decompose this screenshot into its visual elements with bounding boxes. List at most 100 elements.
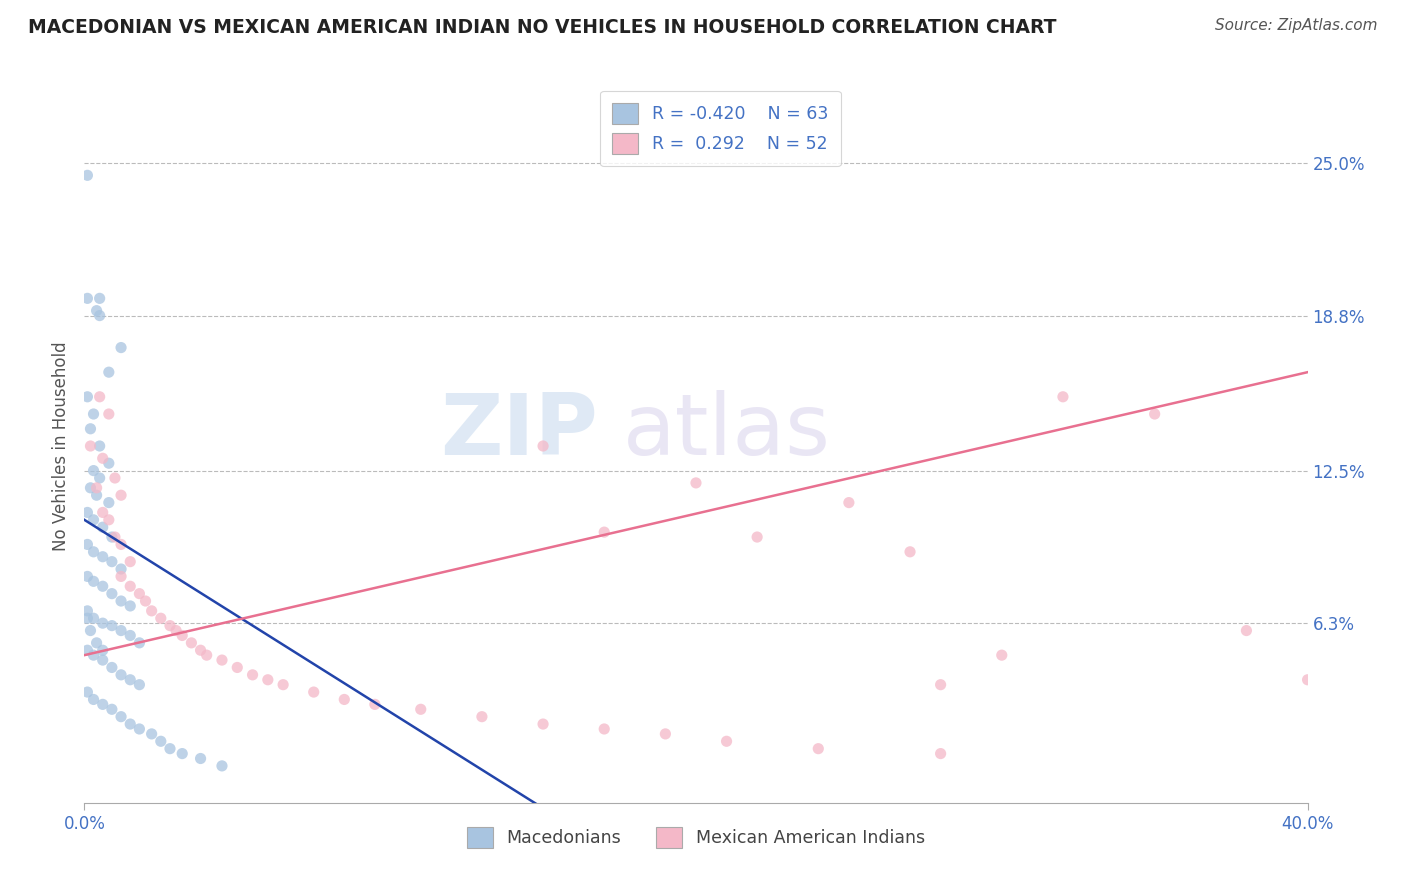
Point <box>716 734 738 748</box>
Point <box>195 648 218 662</box>
Point <box>79 481 101 495</box>
Point <box>110 668 132 682</box>
Point <box>257 673 280 687</box>
Point <box>101 618 124 632</box>
Point <box>120 717 142 731</box>
Point <box>97 365 120 379</box>
Point <box>76 505 98 519</box>
Point <box>120 579 142 593</box>
Point <box>76 569 98 583</box>
Point <box>110 569 132 583</box>
Point <box>83 407 105 421</box>
Point <box>97 407 120 421</box>
Point <box>83 692 105 706</box>
Point <box>86 303 108 318</box>
Point <box>165 624 187 638</box>
Point <box>91 643 114 657</box>
Point <box>104 471 127 485</box>
Point <box>89 390 111 404</box>
Point <box>685 475 707 490</box>
Point <box>654 727 676 741</box>
Point <box>333 692 356 706</box>
Point <box>149 611 172 625</box>
Point <box>128 678 150 692</box>
Point <box>149 734 172 748</box>
Point <box>120 599 142 613</box>
Point <box>929 678 952 692</box>
Point <box>76 604 98 618</box>
Point <box>929 747 952 761</box>
Point <box>76 643 98 657</box>
Point <box>76 291 98 305</box>
Point <box>838 495 860 509</box>
Point <box>110 341 132 355</box>
Point <box>141 604 163 618</box>
Text: atlas: atlas <box>623 390 831 474</box>
Point <box>101 702 124 716</box>
Point <box>104 530 127 544</box>
Point <box>593 525 616 540</box>
Point <box>89 291 111 305</box>
Y-axis label: No Vehicles in Household: No Vehicles in Household <box>52 341 70 551</box>
Point <box>76 685 98 699</box>
Point <box>91 579 114 593</box>
Point <box>1143 407 1166 421</box>
Point <box>1296 673 1319 687</box>
Point <box>190 751 212 765</box>
Point <box>172 628 194 642</box>
Point <box>91 616 114 631</box>
Point <box>83 574 105 589</box>
Point <box>91 698 114 712</box>
Point <box>898 545 921 559</box>
Point <box>747 530 769 544</box>
Point <box>83 545 105 559</box>
Point <box>83 648 105 662</box>
Text: ZIP: ZIP <box>440 390 598 474</box>
Point <box>110 488 132 502</box>
Point <box>101 587 124 601</box>
Point <box>79 439 101 453</box>
Point <box>364 698 387 712</box>
Point <box>128 636 150 650</box>
Point <box>89 309 111 323</box>
Point <box>471 709 494 723</box>
Point <box>159 741 181 756</box>
Legend: Macedonians, Mexican American Indians: Macedonians, Mexican American Indians <box>460 820 932 855</box>
Point <box>110 624 132 638</box>
Point <box>593 722 616 736</box>
Point <box>110 594 132 608</box>
Point <box>110 537 132 551</box>
Point <box>135 594 157 608</box>
Point <box>86 481 108 495</box>
Point <box>172 747 194 761</box>
Point <box>180 636 202 650</box>
Text: Source: ZipAtlas.com: Source: ZipAtlas.com <box>1215 18 1378 33</box>
Point <box>101 530 124 544</box>
Point <box>531 717 554 731</box>
Point <box>83 513 105 527</box>
Point <box>302 685 325 699</box>
Point <box>409 702 432 716</box>
Point <box>1052 390 1074 404</box>
Point <box>76 611 98 625</box>
Point <box>120 628 142 642</box>
Point <box>86 636 108 650</box>
Point <box>97 513 120 527</box>
Point <box>76 390 98 404</box>
Point <box>128 722 150 736</box>
Point <box>1236 624 1258 638</box>
Point <box>89 439 111 453</box>
Point <box>91 549 114 564</box>
Point <box>76 537 98 551</box>
Point <box>101 555 124 569</box>
Point <box>97 495 120 509</box>
Point <box>991 648 1014 662</box>
Text: MACEDONIAN VS MEXICAN AMERICAN INDIAN NO VEHICLES IN HOUSEHOLD CORRELATION CHART: MACEDONIAN VS MEXICAN AMERICAN INDIAN NO… <box>28 18 1057 37</box>
Point <box>110 709 132 723</box>
Point <box>120 555 142 569</box>
Point <box>128 587 150 601</box>
Point <box>211 759 233 773</box>
Point <box>91 520 114 534</box>
Point <box>91 653 114 667</box>
Point <box>91 451 114 466</box>
